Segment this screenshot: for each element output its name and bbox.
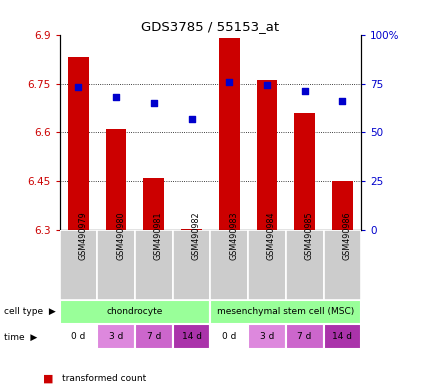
Text: cell type  ▶: cell type ▶ [4, 308, 56, 316]
Text: 0 d: 0 d [71, 333, 85, 341]
Text: mesenchymal stem cell (MSC): mesenchymal stem cell (MSC) [217, 308, 354, 316]
Text: 3 d: 3 d [260, 333, 274, 341]
Bar [286, 230, 323, 300]
Bar [143, 178, 164, 230]
Bar [332, 182, 353, 230]
Point [188, 116, 195, 122]
Point [264, 83, 270, 89]
Bar [248, 230, 286, 300]
Text: GSM490985: GSM490985 [305, 212, 314, 260]
Point [113, 94, 119, 100]
Bar [181, 229, 202, 230]
Text: 7 d: 7 d [147, 333, 161, 341]
Bar [323, 324, 361, 349]
Text: GSM490984: GSM490984 [267, 212, 276, 260]
Bar [210, 300, 361, 324]
Point [301, 88, 308, 94]
Text: 3 d: 3 d [109, 333, 123, 341]
Text: transformed count: transformed count [62, 374, 146, 383]
Bar [60, 300, 210, 324]
Bar [286, 324, 323, 349]
Point [150, 100, 157, 106]
Bar [60, 230, 97, 300]
Text: GSM490981: GSM490981 [154, 212, 163, 260]
Text: 0 d: 0 d [222, 333, 236, 341]
Text: GSM490982: GSM490982 [192, 212, 201, 260]
Text: GSM490980: GSM490980 [116, 212, 125, 260]
Point [226, 78, 232, 84]
Bar [135, 230, 173, 300]
Text: GSM490986: GSM490986 [343, 212, 351, 260]
Text: 7 d: 7 d [298, 333, 312, 341]
Bar [210, 324, 248, 349]
Text: 14 d: 14 d [181, 333, 201, 341]
Bar [210, 230, 248, 300]
Bar [173, 230, 210, 300]
Bar [219, 38, 240, 230]
Bar [323, 230, 361, 300]
Bar [68, 58, 89, 230]
Title: GDS3785 / 55153_at: GDS3785 / 55153_at [141, 20, 280, 33]
Text: GSM490983: GSM490983 [229, 212, 238, 260]
Bar [97, 230, 135, 300]
Point [339, 98, 346, 104]
Bar [248, 324, 286, 349]
Text: 14 d: 14 d [332, 333, 352, 341]
Point [75, 84, 82, 91]
Bar [294, 113, 315, 230]
Bar [135, 324, 173, 349]
Text: time  ▶: time ▶ [4, 333, 37, 341]
Bar [60, 324, 97, 349]
Text: GSM490979: GSM490979 [78, 212, 88, 260]
Bar [173, 324, 210, 349]
Bar [106, 129, 127, 230]
Bar [97, 324, 135, 349]
Bar [257, 80, 278, 230]
Text: ■: ■ [42, 373, 53, 383]
Text: chondrocyte: chondrocyte [107, 308, 163, 316]
